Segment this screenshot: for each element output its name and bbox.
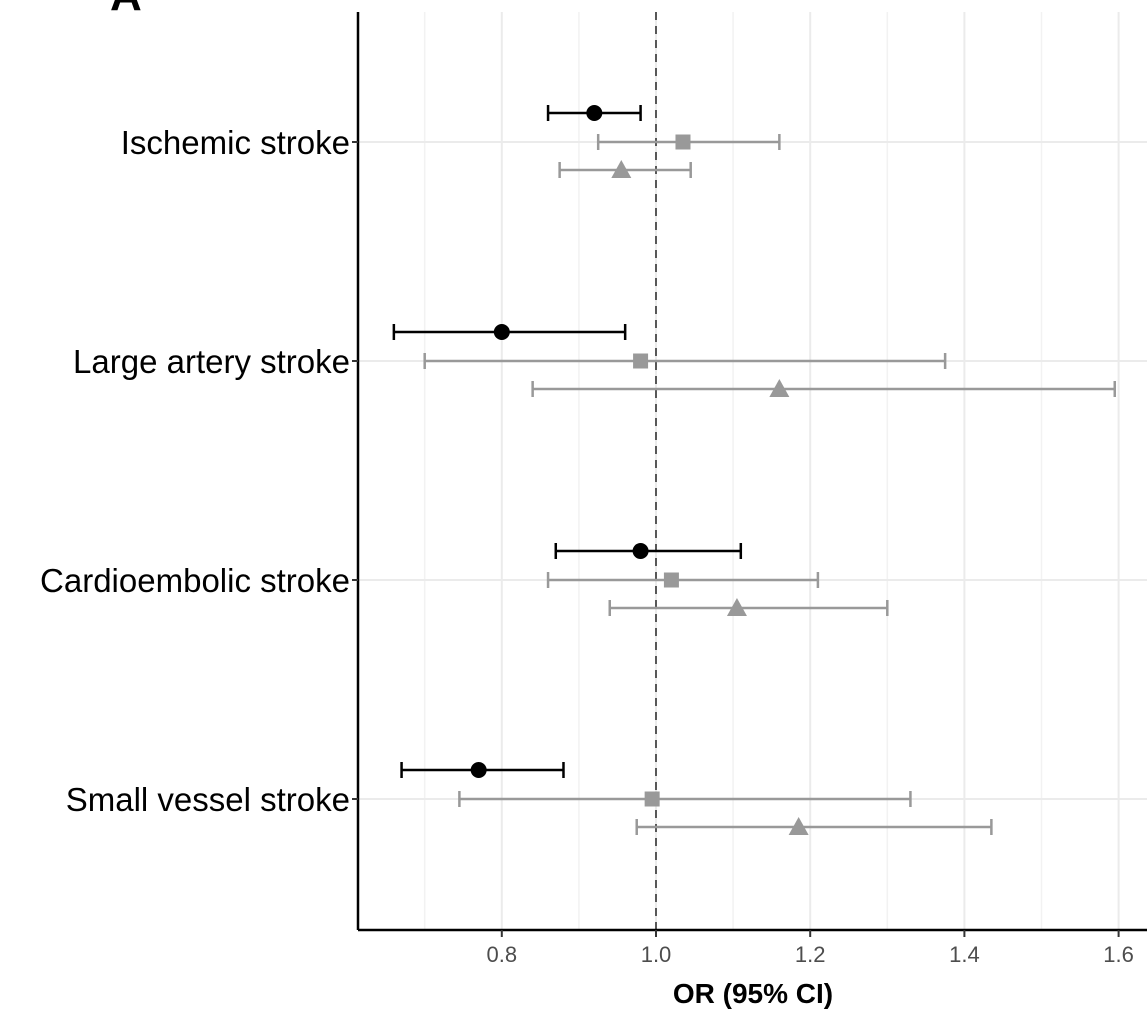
x-tick-label: 1.0 (641, 942, 672, 967)
point-estimate-circle (632, 543, 649, 559)
x-tick-label: 0.8 (487, 942, 518, 967)
ci-triangle-0 (558, 160, 692, 178)
x-tick-label: 1.6 (1103, 942, 1134, 967)
ci-circle-0 (546, 105, 642, 121)
category-label: Large artery stroke (73, 343, 350, 380)
point-estimate-square (633, 353, 649, 369)
point-estimate-square (675, 134, 691, 150)
axes (352, 12, 1147, 937)
point-estimate-circle (493, 324, 510, 340)
category-labels: Ischemic stroke Large artery stroke Cardio… (40, 124, 350, 818)
category-label: Ischemic stroke (121, 124, 350, 161)
ci-triangle-3 (635, 817, 993, 835)
ci-triangle-2 (608, 598, 889, 616)
ci-square-1 (423, 353, 947, 369)
point-estimate-triangle (611, 160, 632, 178)
point-estimate-triangle (788, 817, 809, 835)
x-axis-title: OR (95% CI) (673, 978, 833, 1009)
x-tick-labels: 0.8 1.0 1.2 1.4 1.6 (487, 942, 1134, 967)
point-estimate-square (644, 791, 660, 807)
x-tick-label: 1.4 (949, 942, 980, 967)
ci-square-0 (596, 134, 781, 150)
data-marks (392, 105, 1116, 835)
category-label: Small vessel stroke (66, 781, 350, 818)
ci-circle-1 (392, 324, 627, 340)
point-estimate-circle (586, 105, 603, 121)
point-estimate-square (663, 572, 679, 588)
x-tick-label: 1.2 (795, 942, 826, 967)
ci-square-3 (458, 791, 912, 807)
point-estimate-circle (470, 762, 487, 778)
ci-circle-2 (554, 543, 743, 559)
ci-square-2 (546, 572, 820, 588)
category-label: Cardioembolic stroke (40, 562, 350, 599)
point-estimate-triangle (726, 598, 747, 616)
panel-label: A (110, 0, 142, 20)
grid-lines (358, 12, 1147, 930)
point-estimate-triangle (769, 379, 790, 397)
ci-triangle-1 (531, 379, 1116, 397)
ci-circle-3 (400, 762, 565, 778)
